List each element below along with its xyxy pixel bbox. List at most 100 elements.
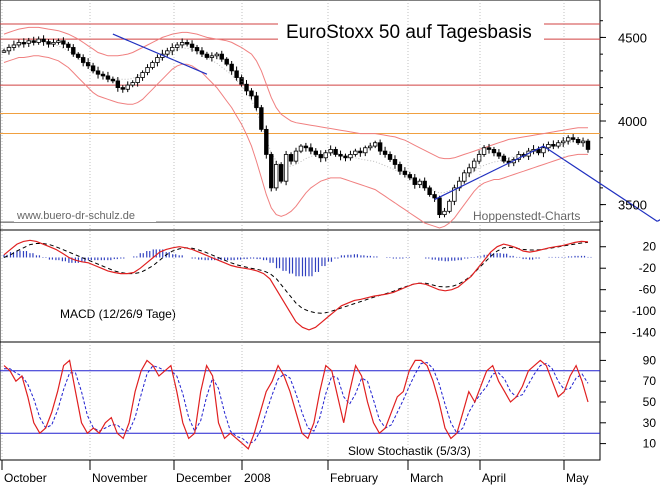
stochastic-y-tick-label: 10 xyxy=(643,437,657,451)
candle-body xyxy=(288,154,294,162)
candle-body xyxy=(16,42,22,46)
candle-body xyxy=(274,164,279,189)
candle-body xyxy=(175,44,180,48)
month-label: March xyxy=(410,471,443,485)
candle-body xyxy=(165,50,170,55)
month-label: April xyxy=(482,471,506,485)
candle-body xyxy=(323,152,328,159)
candle-body xyxy=(229,63,234,72)
candle-body xyxy=(313,150,318,155)
macd-y-tick-label: -140 xyxy=(632,326,656,340)
candle-body xyxy=(90,65,96,72)
trend-line xyxy=(434,145,544,201)
candle-body xyxy=(219,53,224,60)
stochastic-y-tick-label: 30 xyxy=(643,416,657,430)
candle-body xyxy=(244,83,249,92)
macd-y-tick-label: -20 xyxy=(639,261,657,275)
macd-y-axis: 20 -20 -60 -100 -140 xyxy=(600,240,656,340)
candle-body xyxy=(254,95,259,109)
candle-body xyxy=(338,154,343,157)
candle-body xyxy=(278,164,284,182)
chart-title: EuroStoxx 50 auf Tagesbasis xyxy=(286,22,532,43)
macd-panel: MACD (12/26/9 Tage) 20 -20 -60 -100 -140 xyxy=(0,229,656,343)
candle-body xyxy=(447,200,452,212)
candle-body xyxy=(209,55,215,58)
stochastic-y-axis: 90 70 50 30 10 xyxy=(600,353,657,451)
candle-body xyxy=(452,187,457,202)
candle-body xyxy=(46,41,51,45)
candle-body xyxy=(432,194,437,199)
candle-body xyxy=(26,40,31,44)
candle-body xyxy=(264,128,269,155)
macd-signal-line xyxy=(3,241,589,314)
month-label: October xyxy=(4,471,47,485)
candle-body xyxy=(199,50,205,55)
candle-body xyxy=(41,38,46,43)
candle-body xyxy=(105,75,111,80)
price-y-axis: 4500 4000 3500 xyxy=(600,20,647,222)
price-y-tick-label: 4500 xyxy=(618,30,647,45)
candle-body xyxy=(353,150,358,155)
candle-body xyxy=(140,72,145,78)
watermark-right-bg xyxy=(470,208,590,222)
candle-body xyxy=(6,47,12,52)
price-y-tick-label: 3500 xyxy=(618,198,647,213)
candle-body xyxy=(372,142,378,147)
candle-body xyxy=(442,210,447,216)
candle-body xyxy=(481,147,487,155)
candle-body xyxy=(269,154,274,189)
candle-body xyxy=(486,147,492,150)
candle-body xyxy=(541,147,546,154)
candle-body xyxy=(471,160,477,169)
candle-body xyxy=(467,167,472,174)
candle-body xyxy=(566,137,571,142)
candle-body xyxy=(407,174,413,179)
candle-body xyxy=(501,155,507,162)
stochastic-label: Slow Stochastik (5/3/3) xyxy=(348,444,471,458)
stochastic-y-tick-label: 90 xyxy=(643,353,657,367)
candle-body xyxy=(234,70,239,78)
month-label: November xyxy=(92,471,147,485)
candle-body xyxy=(476,154,482,162)
candle-body xyxy=(56,40,61,43)
candle-body xyxy=(120,87,125,90)
candle-body xyxy=(36,38,41,43)
candle-body xyxy=(358,150,363,154)
candle-body xyxy=(110,78,116,82)
candle-body xyxy=(437,197,442,216)
candle-body xyxy=(397,164,403,172)
candle-body xyxy=(1,50,7,53)
candle-body xyxy=(170,47,175,52)
month-label: May xyxy=(566,471,589,485)
macd-y-tick-label: -100 xyxy=(632,304,656,318)
candle-body xyxy=(249,90,254,97)
candle-body xyxy=(308,147,314,152)
candle-body xyxy=(556,142,561,147)
trend-line xyxy=(543,145,658,222)
candle-body xyxy=(85,62,91,67)
candle-body xyxy=(189,43,195,48)
candle-body xyxy=(496,152,502,157)
candle-body xyxy=(585,140,591,150)
candle-body xyxy=(561,140,566,144)
macd-label: MACD (12/26/9 Tage) xyxy=(60,307,176,321)
candle-body xyxy=(155,57,160,63)
watermark-left-bg xyxy=(14,208,156,222)
macd-y-tick-label: 20 xyxy=(643,240,657,254)
candle-body xyxy=(283,154,289,182)
candle-body xyxy=(184,42,190,45)
candle-body xyxy=(21,42,26,45)
candle-body xyxy=(76,53,81,58)
candle-body xyxy=(328,149,333,154)
candle-body xyxy=(224,58,229,65)
candle-body xyxy=(333,149,338,155)
candle-body xyxy=(343,155,348,159)
watermark-left: www.buero-dr-schulz.de xyxy=(16,210,135,222)
month-label: February xyxy=(330,471,378,485)
candle-body xyxy=(95,70,101,75)
candle-body xyxy=(368,145,373,149)
candle-body xyxy=(392,159,398,165)
candle-body xyxy=(551,144,556,147)
stochastic-y-tick-label: 70 xyxy=(643,374,657,388)
